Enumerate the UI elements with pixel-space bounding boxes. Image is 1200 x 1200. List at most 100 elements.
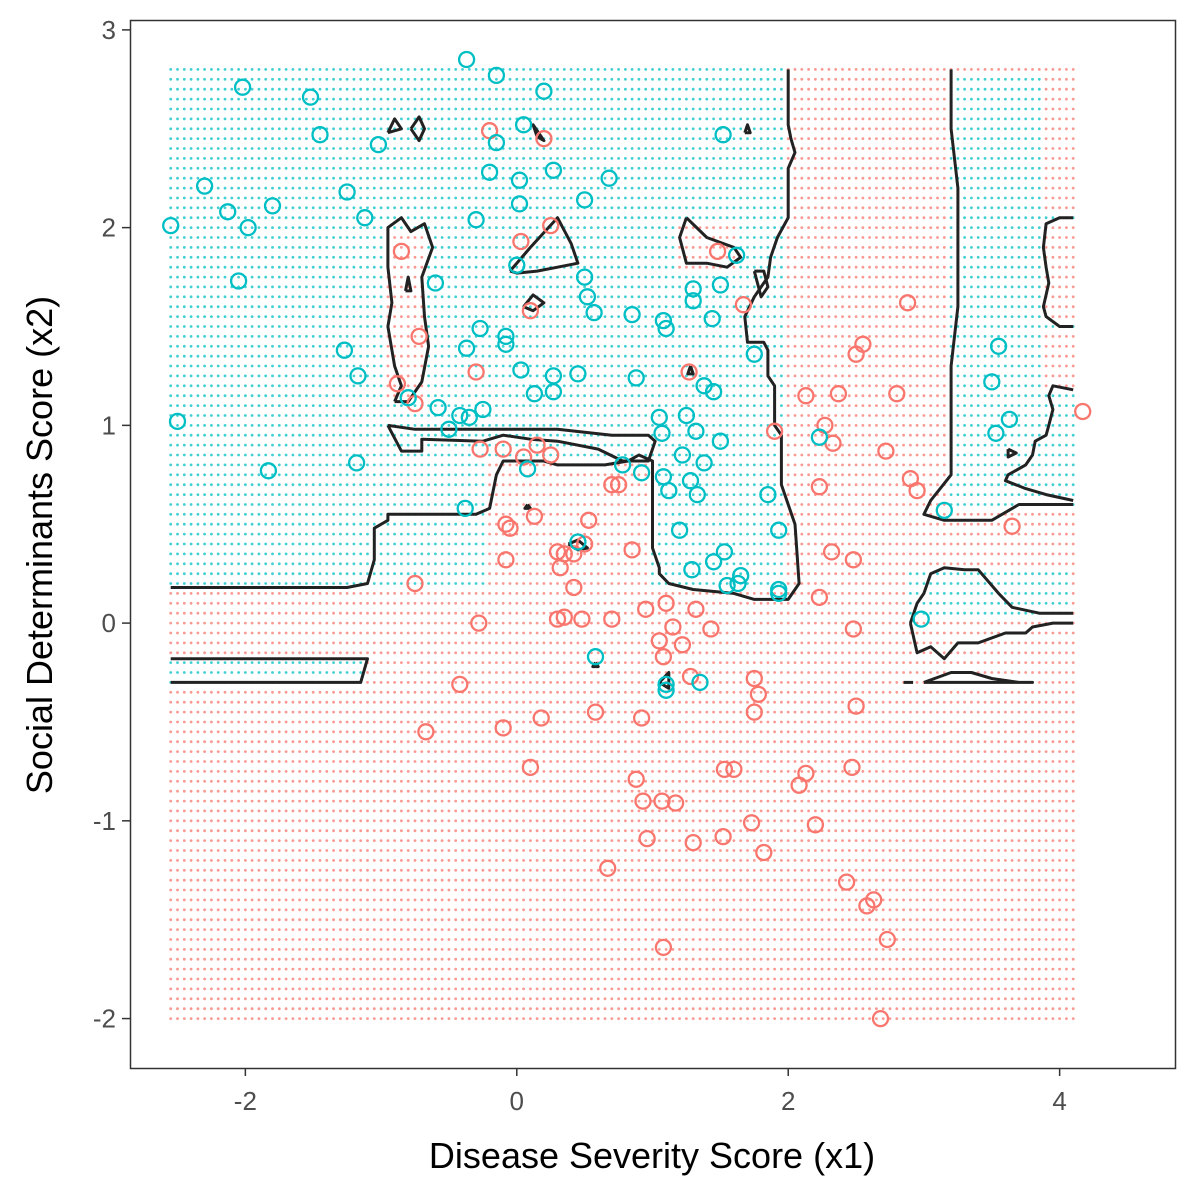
grid-dot xyxy=(467,384,471,388)
grid-dot xyxy=(359,641,363,645)
grid-dot xyxy=(298,503,301,506)
grid-dot xyxy=(339,1017,342,1020)
grid-dot xyxy=(311,493,315,496)
grid-dot xyxy=(372,690,376,694)
grid-dot xyxy=(291,621,295,625)
grid-dot xyxy=(440,226,444,230)
grid-dot xyxy=(325,868,329,872)
grid-dot xyxy=(176,68,179,71)
grid-dot xyxy=(298,710,301,714)
grid-dot xyxy=(257,522,261,526)
grid-dot xyxy=(332,997,335,1001)
grid-dot xyxy=(440,127,444,131)
grid-dot xyxy=(318,226,322,230)
grid-dot xyxy=(250,493,254,496)
grid-dot xyxy=(325,631,329,635)
grid-dot xyxy=(311,463,315,467)
grid-dot xyxy=(501,404,505,407)
grid-dot xyxy=(481,700,485,704)
grid-dot xyxy=(311,285,315,289)
grid-dot xyxy=(203,414,207,417)
grid-dot xyxy=(250,750,254,753)
grid-dot xyxy=(223,97,227,101)
grid-dot xyxy=(495,918,498,922)
grid-dot xyxy=(250,542,254,546)
grid-dot xyxy=(325,779,329,783)
grid-dot xyxy=(257,582,261,585)
grid-dot xyxy=(447,760,451,763)
grid-dot xyxy=(223,433,227,437)
grid-dot xyxy=(189,453,193,457)
grid-dot xyxy=(318,532,322,536)
grid-dot xyxy=(332,898,335,902)
grid-dot xyxy=(325,948,329,951)
grid-dot xyxy=(352,206,356,210)
grid-dot xyxy=(495,255,498,259)
grid-dot xyxy=(481,344,485,348)
grid-dot xyxy=(189,522,193,526)
grid-dot xyxy=(291,948,295,951)
grid-dot xyxy=(345,779,349,783)
grid-dot xyxy=(501,868,505,872)
grid-dot xyxy=(305,424,308,427)
grid-dot xyxy=(474,305,478,309)
grid-dot xyxy=(495,394,498,398)
grid-dot xyxy=(359,700,363,704)
grid-dot xyxy=(176,997,179,1001)
grid-dot xyxy=(481,512,485,516)
grid-dot xyxy=(318,651,322,655)
grid-dot xyxy=(345,888,349,892)
grid-dot xyxy=(352,839,356,842)
grid-dot xyxy=(318,690,322,694)
grid-dot xyxy=(508,325,512,328)
grid-dot xyxy=(196,433,200,437)
grid-dot xyxy=(366,68,369,71)
grid-dot xyxy=(481,137,485,141)
grid-dot xyxy=(210,572,213,576)
grid-dot xyxy=(311,730,315,734)
grid-dot xyxy=(467,196,471,200)
grid-dot xyxy=(298,443,301,447)
grid-dot xyxy=(244,265,247,269)
grid-dot xyxy=(467,68,471,71)
grid-dot xyxy=(413,522,417,526)
grid-dot xyxy=(216,512,220,516)
grid-dot xyxy=(379,859,383,862)
grid-dot xyxy=(345,572,349,576)
grid-dot xyxy=(372,354,376,358)
grid-dot xyxy=(298,720,301,724)
grid-dot xyxy=(467,770,471,773)
grid-dot xyxy=(366,740,369,744)
grid-dot xyxy=(291,295,295,299)
grid-dot xyxy=(501,394,505,398)
grid-dot xyxy=(332,344,335,348)
grid-dot xyxy=(196,206,200,210)
grid-dot xyxy=(203,770,207,773)
grid-dot xyxy=(454,957,458,961)
grid-dot xyxy=(203,690,207,694)
grid-dot xyxy=(359,285,363,289)
grid-dot xyxy=(400,849,403,852)
grid-dot xyxy=(467,601,471,605)
grid-dot xyxy=(345,127,349,131)
grid-dot xyxy=(230,582,234,585)
grid-dot xyxy=(461,997,464,1001)
grid-dot xyxy=(284,364,288,368)
grid-dot xyxy=(427,868,430,872)
grid-dot xyxy=(169,147,173,150)
grid-dot xyxy=(400,868,403,872)
grid-dot xyxy=(284,236,288,239)
grid-dot xyxy=(339,779,342,783)
grid-dot xyxy=(359,601,363,605)
grid-dot xyxy=(311,394,315,398)
grid-dot xyxy=(352,414,356,417)
grid-dot xyxy=(277,137,281,141)
grid-dot xyxy=(427,424,430,427)
grid-dot xyxy=(393,216,396,220)
grid-dot xyxy=(298,344,301,348)
grid-dot xyxy=(366,750,369,753)
grid-dot xyxy=(508,226,512,230)
grid-dot xyxy=(420,236,424,239)
grid-dot xyxy=(400,354,403,358)
grid-dot xyxy=(318,839,322,842)
